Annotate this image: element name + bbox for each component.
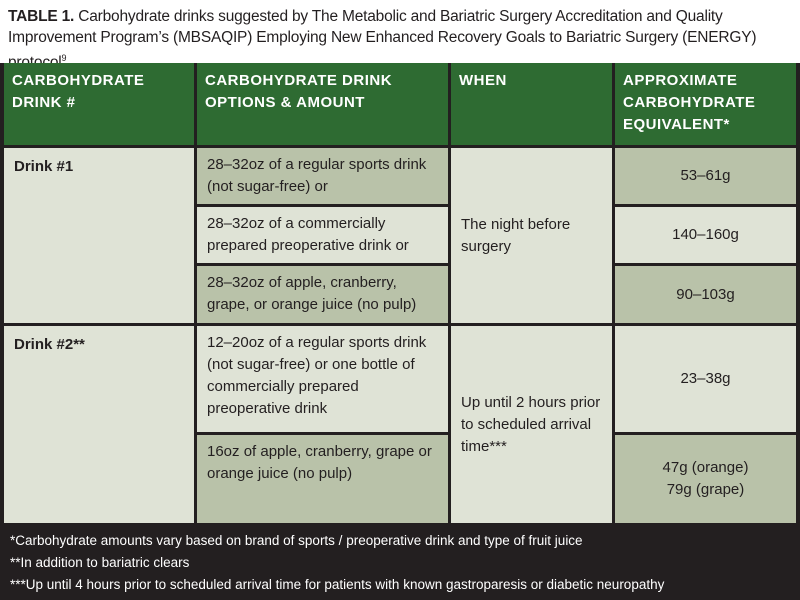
footnote-1: *Carbohydrate amounts vary based on bran…: [10, 533, 583, 548]
drink2-amount-2-cell: 47g (orange) 79g (grape): [615, 435, 796, 523]
drink2-amount-orange: 47g (orange): [662, 459, 749, 476]
title-bar: TABLE 1. Carbohydrate drinks suggested b…: [0, 0, 800, 71]
drink1-option-2: 28–32oz of a commercially prepared preop…: [197, 207, 448, 263]
table-title-ref: 9: [61, 53, 67, 63]
header-drink-number: CARBOHYDRATE DRINK #: [4, 63, 194, 145]
drink1-option-1: 28–32oz of a regular sports drink (not s…: [197, 148, 448, 204]
drink2-amount-1: 23–38g: [615, 326, 796, 432]
footnote-2: **In addition to bariatric clears: [10, 555, 190, 570]
header-when: WHEN: [451, 63, 612, 145]
table-title-text: Carbohydrate drinks suggested by The Met…: [8, 8, 757, 71]
drink2-when-cell: Up until 2 hours prior to scheduled arri…: [451, 326, 612, 523]
drink1-amount-1: 53–61g: [615, 148, 796, 204]
drink1-when: The night before surgery: [461, 215, 571, 255]
drink2-option-2: 16oz of apple, cranberry, grape or orang…: [197, 435, 448, 523]
drink2-when: Up until 2 hours prior to scheduled arri…: [461, 393, 601, 455]
footnotes: *Carbohydrate amounts vary based on bran…: [10, 530, 790, 596]
carbohydrate-table: CARBOHYDRATE DRINK # CARBOHYDRATE DRINK …: [4, 63, 796, 523]
header-carb-equivalent: APPROXIMATE CARBOHYDRATE EQUIVALENT*: [615, 63, 796, 145]
drink1-label: Drink #1: [4, 148, 194, 323]
drink1-amount-3: 90–103g: [615, 266, 796, 323]
drink1-when-cell: The night before surgery: [451, 148, 612, 323]
drink1-option-3: 28–32oz of apple, cranberry, grape, or o…: [197, 266, 448, 323]
drink1-amount-2: 140–160g: [615, 207, 796, 263]
drink2-option-1: 12–20oz of a regular sports drink (not s…: [197, 326, 448, 432]
table-title-label: TABLE 1.: [8, 8, 75, 25]
table-title: TABLE 1. Carbohydrate drinks suggested b…: [8, 6, 792, 73]
drink2-amount-grape: 79g (grape): [666, 481, 745, 498]
footnote-3: ***Up until 4 hours prior to scheduled a…: [10, 577, 665, 592]
drink2-label: Drink #2**: [4, 326, 194, 523]
header-drink-options: CARBOHYDRATE DRINK OPTIONS & AMOUNT: [197, 63, 448, 145]
